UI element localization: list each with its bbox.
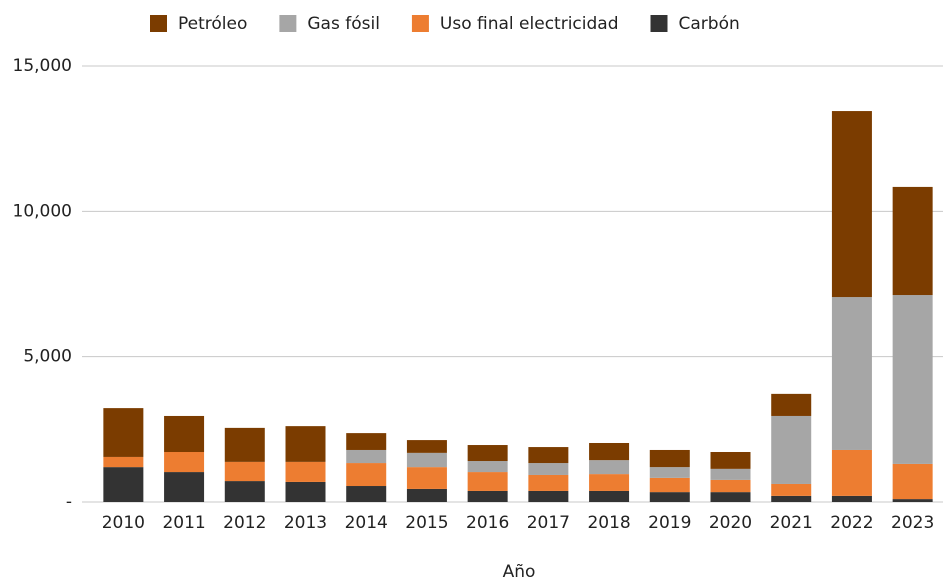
y-tick-label: - [66,492,72,512]
bar-segment [649,467,690,478]
x-tick-label: 2016 [466,513,509,533]
bar-segment [164,415,205,453]
bar-segment [224,461,265,482]
bar-segment [164,452,205,473]
x-tick-label: 2019 [648,513,691,533]
bar-segment [103,456,144,468]
bar-segment [528,447,569,464]
bar-segment [589,474,630,491]
bar-segment [164,472,205,502]
bar-segment [892,499,933,502]
x-tick-label: 2020 [709,513,752,533]
bar-segment [467,472,508,491]
x-tick-label: 2010 [102,513,145,533]
bar-segment [528,490,569,502]
bar-segment [467,490,508,502]
bar-segment [589,442,630,461]
bar-segment [649,492,690,502]
bar-segment [346,433,387,450]
bar-segment [831,449,872,496]
x-tick-label: 2014 [345,513,388,533]
bar-segment [285,426,326,462]
legend-label: Petróleo [178,14,247,34]
x-tick-label: 2017 [527,513,570,533]
x-tick-label: 2023 [891,513,934,533]
bar-segment [285,461,326,482]
legend-label: Gas fósil [307,14,380,34]
bar-segment [103,408,144,457]
legend-swatch [150,15,167,32]
bar-segment [831,111,872,298]
bar-segment [528,463,569,475]
bar-segment [589,460,630,475]
bar-segment [346,463,387,487]
bar-segment [406,440,447,453]
x-tick-label: 2012 [223,513,266,533]
bar-segment [710,492,751,502]
bar-segment [589,490,630,502]
bar-segment [346,449,387,464]
bar-segment [406,467,447,489]
bar-segment [831,495,872,502]
bar-segment [892,295,933,464]
y-tick-label: 5,000 [23,347,72,367]
bar-segment [467,445,508,462]
bar-segment [892,463,933,500]
x-tick-label: 2018 [587,513,630,533]
bar-segment [710,468,751,480]
x-tick-label: 2022 [830,513,873,533]
bar-segment [710,479,751,493]
bar-segment [103,467,144,502]
bar-segment [771,393,812,416]
y-tick-label: 10,000 [13,201,72,221]
bar-segment [710,452,751,469]
x-tick-label: 2013 [284,513,327,533]
bar-segment [224,481,265,502]
legend-label: Carbón [679,14,740,34]
y-tick-label: 15,000 [13,56,72,76]
bar-segment [771,495,812,502]
x-axis-label: Año [503,562,536,581]
x-tick-label: 2011 [162,513,205,533]
bar-segment [528,474,569,491]
bar-segment [831,297,872,450]
bar-segment [406,488,447,502]
x-tick-label: 2021 [770,513,813,533]
bar-segment [771,415,812,484]
legend-swatch [279,15,297,32]
bar-segment [285,481,326,502]
legend-swatch [411,15,429,32]
bar-segment [406,452,447,468]
bar-segment [771,483,812,496]
legend-swatch [650,15,668,32]
legend-label: Uso final electricidad [440,14,619,34]
bar-segment [649,449,690,468]
bar-segment [892,186,933,296]
bar-segment [649,477,690,493]
bar-segment [467,461,508,473]
x-tick-label: 2015 [405,513,448,533]
bar-segment [346,486,387,502]
bar-segment [224,427,265,462]
